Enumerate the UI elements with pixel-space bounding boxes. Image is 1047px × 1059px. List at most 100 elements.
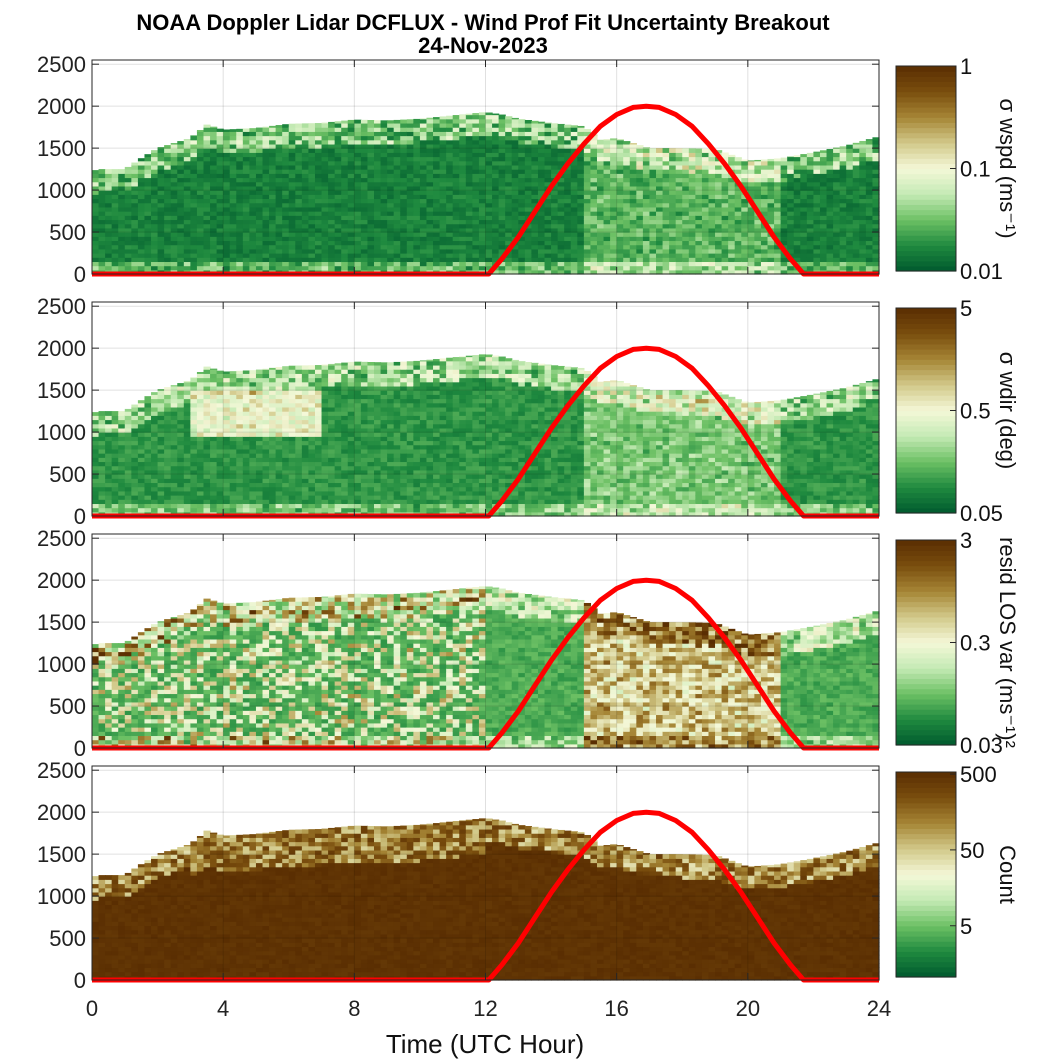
heatmap-cell bbox=[92, 223, 100, 229]
heatmap-cell bbox=[151, 503, 159, 509]
heatmap-cell bbox=[603, 160, 611, 166]
heatmap-cell bbox=[347, 261, 355, 267]
heatmap-cell bbox=[341, 248, 349, 254]
heatmap-cell bbox=[819, 211, 828, 216]
heatmap-cell bbox=[419, 169, 428, 174]
heatmap-cell bbox=[400, 173, 408, 179]
heatmap-cell bbox=[433, 240, 441, 246]
heatmap-cell bbox=[426, 211, 434, 216]
heatmap-cell bbox=[164, 436, 172, 442]
heatmap-cell bbox=[419, 181, 428, 187]
heatmap-cell bbox=[367, 152, 375, 158]
heatmap-cell bbox=[734, 232, 742, 237]
heatmap-cell bbox=[433, 211, 441, 216]
heatmap-cell bbox=[583, 169, 592, 174]
colorbar-segment bbox=[896, 214, 956, 221]
heatmap-cell bbox=[196, 415, 205, 421]
heatmap-cell bbox=[203, 415, 211, 421]
heatmap-cell bbox=[708, 190, 716, 195]
heatmap-cell bbox=[787, 248, 795, 254]
heatmap-cell bbox=[498, 223, 506, 229]
heatmap-cell bbox=[124, 432, 132, 437]
heatmap-cell bbox=[183, 457, 191, 463]
heatmap-cell bbox=[610, 253, 618, 258]
heatmap-cell bbox=[747, 219, 755, 225]
heatmap-cell bbox=[682, 240, 690, 246]
heatmap-cell bbox=[196, 173, 205, 179]
heatmap-cell bbox=[321, 148, 329, 153]
heatmap-cell bbox=[531, 261, 539, 267]
heatmap-cell bbox=[269, 444, 277, 450]
heatmap-cell bbox=[229, 394, 237, 400]
heatmap-cell bbox=[695, 198, 703, 204]
heatmap-cell bbox=[111, 411, 119, 416]
heatmap-cell bbox=[164, 148, 172, 153]
heatmap-cell bbox=[669, 257, 677, 263]
heatmap-cell bbox=[177, 406, 185, 412]
heatmap-cell bbox=[354, 198, 362, 204]
heatmap-cell bbox=[262, 461, 270, 467]
heatmap-cell bbox=[649, 148, 657, 153]
heatmap-cell bbox=[164, 215, 172, 221]
heatmap-cell bbox=[137, 423, 146, 429]
heatmap-cell bbox=[636, 185, 644, 191]
heatmap-cell bbox=[196, 160, 205, 166]
heatmap-cell bbox=[308, 240, 316, 246]
heatmap-cell bbox=[511, 135, 519, 141]
heatmap-cell bbox=[859, 265, 867, 271]
heatmap-cell bbox=[151, 194, 159, 200]
heatmap-cell bbox=[629, 236, 637, 242]
heatmap-cell bbox=[446, 215, 454, 221]
heatmap-cell bbox=[505, 156, 513, 162]
heatmap-cell bbox=[229, 248, 237, 254]
heatmap-cell bbox=[439, 265, 447, 271]
heatmap-cell bbox=[387, 261, 395, 267]
heatmap-cell bbox=[859, 148, 867, 153]
heatmap-cell bbox=[387, 122, 395, 128]
heatmap-cell bbox=[216, 160, 224, 166]
heatmap-cell bbox=[780, 236, 788, 242]
heatmap-cell bbox=[636, 265, 644, 271]
heatmap-cell bbox=[426, 139, 434, 145]
heatmap-cell bbox=[255, 164, 264, 170]
heatmap-cell bbox=[406, 139, 414, 145]
heatmap-cell bbox=[255, 411, 264, 416]
heatmap-cell bbox=[603, 236, 611, 242]
heatmap-cell bbox=[406, 164, 414, 170]
heatmap-cell bbox=[321, 127, 329, 132]
heatmap-cell bbox=[537, 261, 546, 267]
heatmap-cell bbox=[465, 164, 473, 170]
heatmap-cell bbox=[341, 265, 349, 271]
heatmap-cell bbox=[616, 206, 624, 212]
heatmap-cell bbox=[518, 177, 526, 183]
heatmap-cell bbox=[183, 465, 191, 471]
heatmap-cell bbox=[124, 240, 132, 246]
heatmap-cell bbox=[131, 490, 139, 496]
heatmap-cell bbox=[282, 135, 290, 141]
heatmap-cell bbox=[131, 465, 139, 471]
heatmap-cell bbox=[642, 169, 651, 174]
heatmap-cell bbox=[387, 131, 395, 137]
heatmap-cell bbox=[400, 253, 408, 258]
heatmap-cell bbox=[459, 211, 467, 216]
heatmap-cell bbox=[275, 164, 283, 170]
heatmap-cell bbox=[111, 507, 119, 513]
heatmap-cell bbox=[170, 436, 178, 442]
heatmap-cell bbox=[793, 181, 801, 187]
heatmap-cell bbox=[754, 160, 762, 166]
heatmap-cell bbox=[872, 194, 880, 200]
heatmap-cell bbox=[852, 194, 860, 200]
heatmap-cell bbox=[583, 181, 592, 187]
heatmap-cell bbox=[629, 185, 637, 191]
heatmap-cell bbox=[787, 236, 795, 242]
heatmap-cell bbox=[255, 173, 264, 179]
heatmap-cell bbox=[544, 261, 552, 267]
heatmap-cell bbox=[360, 232, 369, 237]
heatmap-cell bbox=[439, 177, 447, 183]
heatmap-cell bbox=[701, 236, 710, 242]
heatmap-cell bbox=[314, 194, 323, 200]
heatmap-cell bbox=[190, 474, 198, 479]
heatmap-cell bbox=[793, 194, 801, 200]
heatmap-cell bbox=[328, 244, 336, 250]
heatmap-cell bbox=[229, 194, 237, 200]
